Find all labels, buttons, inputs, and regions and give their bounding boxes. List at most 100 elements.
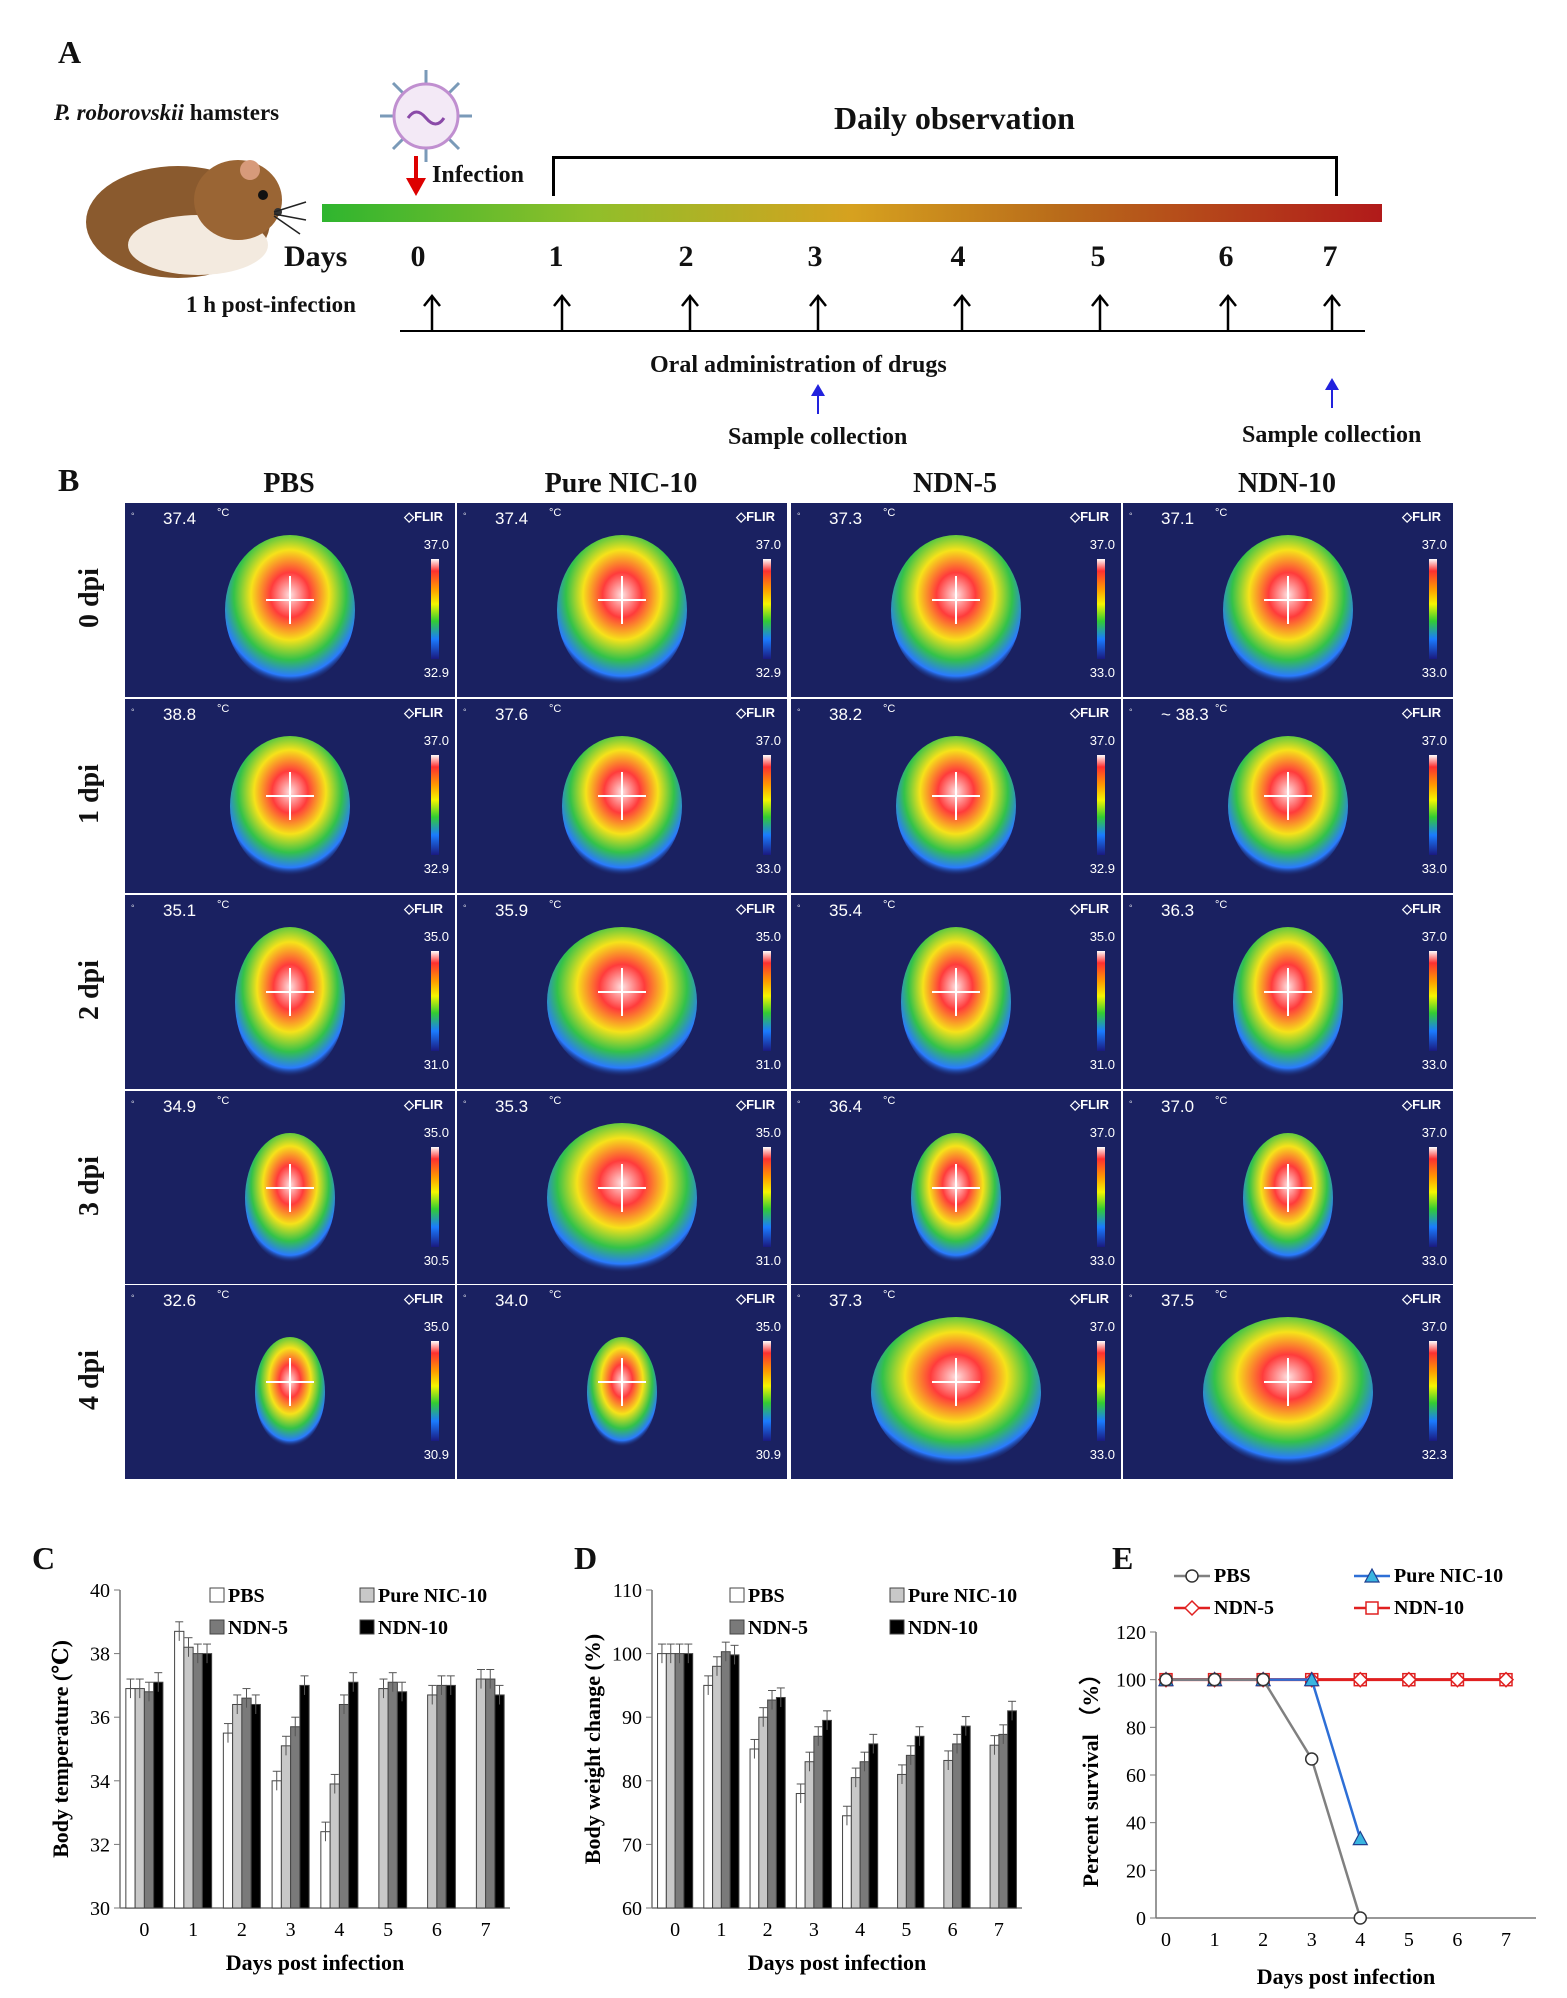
camera-icon: ◦ <box>797 1097 801 1108</box>
scale-min: 33.0 <box>1421 861 1447 876</box>
y-tick-label: 36 <box>90 1707 110 1729</box>
legend-label: Pure NIC-10 <box>1394 1565 1503 1587</box>
flir-logo: ◇FLIR <box>1402 901 1441 916</box>
x-tick-label: 6 <box>948 1919 958 1941</box>
color-scale-bar <box>1097 951 1105 1051</box>
scale-max: 37.0 <box>1089 1125 1115 1140</box>
spot-temperature: 37.1 <box>1161 509 1195 528</box>
thermal-image-tile: ◦ ~ 38.3 °C ◇FLIR 37.0 33.0 <box>1122 698 1454 894</box>
temperature-unit: °C <box>883 1095 896 1107</box>
hamster-thermal-silhouette <box>896 735 1016 876</box>
dose-baseline <box>400 330 1365 332</box>
y-tick-label: 32 <box>90 1834 110 1856</box>
camera-icon: ◦ <box>131 1291 135 1302</box>
x-tick-label: 6 <box>432 1919 442 1941</box>
bar <box>1007 1710 1017 1909</box>
sample-arrow-2-icon <box>1325 378 1339 408</box>
legend-label: Pure NIC-10 <box>908 1585 1017 1607</box>
scale-min: 32.3 <box>1421 1447 1447 1462</box>
scale-max: 35.0 <box>755 1319 781 1334</box>
scale-max: 35.0 <box>755 1125 781 1140</box>
bar <box>396 1691 408 1909</box>
bar <box>758 1716 769 1909</box>
temperature-unit: °C <box>549 899 562 911</box>
x-tick-label: 4 <box>1355 1929 1365 1951</box>
infection-arrow-icon <box>406 156 426 196</box>
x-tick-label: 1 <box>188 1919 198 1941</box>
scale-max: 37.0 <box>1089 733 1115 748</box>
bar <box>657 1653 667 1909</box>
thermal-image-tile: ◦ 35.1 °C ◇FLIR 35.0 31.0 <box>124 894 456 1090</box>
day-label-0: 0 <box>410 240 426 273</box>
flir-logo: ◇FLIR <box>404 509 443 524</box>
bar <box>720 1651 731 1909</box>
thermal-image-tile: ◦ 37.4 °C ◇FLIR 37.0 32.9 <box>124 502 456 698</box>
x-tick-label: 0 <box>1161 1929 1171 1951</box>
camera-icon: ◦ <box>131 901 135 912</box>
bar <box>134 1688 145 1909</box>
x-tick-label: 1 <box>716 1919 726 1941</box>
data-point <box>1400 1671 1417 1688</box>
oral-admin-label: Oral administration of drugs <box>650 352 947 378</box>
y-tick-label: 38 <box>90 1644 110 1666</box>
hamster-thermal-silhouette <box>587 1336 657 1447</box>
thermal-image-tile: ◦ 37.4 °C ◇FLIR 37.0 32.9 <box>456 502 788 698</box>
hamster-thermal-silhouette <box>901 926 1011 1077</box>
bar <box>153 1681 164 1909</box>
bar <box>387 1681 398 1909</box>
bar <box>290 1726 301 1909</box>
data-point <box>1159 1672 1173 1687</box>
temperature-unit: °C <box>217 703 230 715</box>
bar <box>445 1684 456 1909</box>
thermal-row-label: 3 dpi <box>74 1156 105 1216</box>
spot-temperature: ~ 38.3 <box>1161 705 1209 724</box>
day-label-6: 6 <box>1218 240 1234 273</box>
color-scale-bar <box>763 1147 771 1247</box>
thermal-image-tile: ◦ 37.3 °C ◇FLIR 37.0 33.0 <box>790 502 1122 698</box>
scale-max: 37.0 <box>755 733 781 748</box>
thermal-row-label: 0 dpi <box>74 568 105 628</box>
sample-collection-1-label: Sample collection <box>728 424 908 450</box>
bar <box>674 1653 685 1909</box>
spot-temperature: 37.3 <box>829 509 863 528</box>
legend-swatch <box>729 1619 745 1635</box>
flir-logo: ◇FLIR <box>1070 509 1109 524</box>
color-scale-bar <box>1429 755 1437 855</box>
y-axis-label: Body weight change (%) <box>580 1634 605 1864</box>
thermal-row-label: 1 dpi <box>74 764 105 824</box>
x-tick-label: 7 <box>994 1919 1004 1941</box>
hamster-thermal-silhouette <box>1223 534 1353 685</box>
hamster-thermal-silhouette <box>557 534 687 685</box>
data-point <box>1497 1671 1515 1688</box>
temperature-unit: °C <box>883 703 896 715</box>
thermal-row-label: 4 dpi <box>74 1350 105 1410</box>
temperature-unit: °C <box>1215 507 1228 519</box>
dose-arrow-icon <box>809 294 827 330</box>
spot-temperature: 37.6 <box>495 705 529 724</box>
camera-icon: ◦ <box>463 705 467 716</box>
spot-temperature: 38.2 <box>829 705 863 724</box>
x-tick-label: 0 <box>139 1919 149 1941</box>
scale-min: 32.9 <box>423 665 449 680</box>
flir-logo: ◇FLIR <box>1402 509 1441 524</box>
legend-label: NDN-5 <box>748 1617 808 1639</box>
y-tick-label: 60 <box>622 1898 642 1920</box>
color-scale-bar <box>431 559 439 659</box>
scale-min: 31.0 <box>755 1253 781 1268</box>
spot-temperature: 32.6 <box>163 1291 197 1310</box>
bar <box>299 1684 310 1909</box>
thermal-image-tile: ◦ 36.4 °C ◇FLIR 37.0 33.0 <box>790 1090 1122 1286</box>
camera-icon: ◦ <box>463 1097 467 1108</box>
scale-min: 30.9 <box>423 1447 449 1462</box>
flir-logo: ◇FLIR <box>1070 705 1109 720</box>
legend-label: PBS <box>228 1585 265 1607</box>
color-scale-bar <box>1097 755 1105 855</box>
bar <box>897 1773 907 1909</box>
infection-label: Infection <box>432 162 524 188</box>
bar <box>125 1688 136 1909</box>
y-tick-label: 40 <box>90 1580 110 1602</box>
x-tick-label: 4 <box>334 1919 344 1941</box>
temperature-unit: °C <box>1215 1289 1228 1301</box>
flir-logo: ◇FLIR <box>1402 1097 1441 1112</box>
scale-min: 33.0 <box>1089 665 1115 680</box>
